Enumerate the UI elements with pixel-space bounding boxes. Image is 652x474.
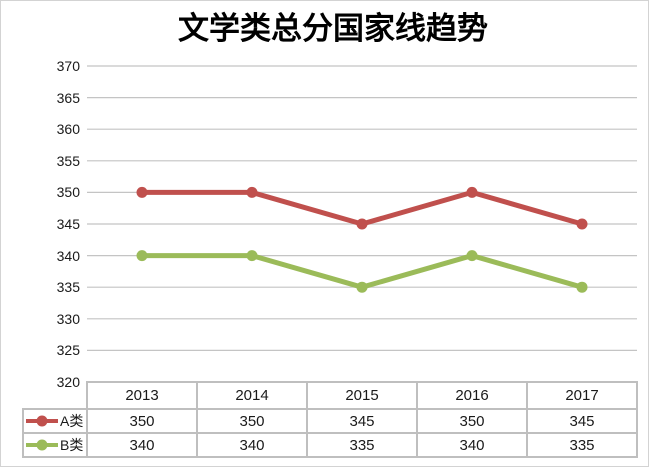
y-axis-tick-label: 325 <box>56 342 80 358</box>
data-point-marker <box>576 281 588 293</box>
series-name-label: A类 <box>60 413 84 429</box>
table-corner-cell <box>23 382 87 409</box>
series-name-label: B类 <box>60 437 84 453</box>
legend-cell: B类 <box>22 432 88 458</box>
data-point-marker <box>136 250 148 262</box>
data-point-marker <box>576 218 588 230</box>
value-cell: 350 <box>86 408 198 434</box>
data-point-marker <box>136 186 148 198</box>
y-axis-tick-label: 355 <box>56 153 80 169</box>
y-axis-tick-label: 360 <box>56 121 80 137</box>
data-point-marker <box>466 186 478 198</box>
data-point-marker <box>246 250 258 262</box>
data-point-marker <box>356 218 368 230</box>
value-cell: 345 <box>306 408 418 434</box>
table-row: A类 350 350 345 350 345 <box>22 408 638 434</box>
y-axis-tick-label: 345 <box>56 216 80 232</box>
year-header-cell: 2014 <box>196 381 308 410</box>
value-cell: 345 <box>526 408 638 434</box>
year-header-cell: 2013 <box>86 381 198 410</box>
value-cell: 340 <box>416 432 528 458</box>
y-axis-tick-label: 340 <box>56 248 80 264</box>
y-axis-tick-label: 350 <box>56 184 80 200</box>
value-cell: 335 <box>526 432 638 458</box>
y-axis-tick-label: 320 <box>56 374 80 390</box>
data-point-marker <box>246 186 258 198</box>
value-cell: 340 <box>86 432 198 458</box>
data-point-marker <box>356 281 368 293</box>
table-header-row: 2013 2014 2015 2016 2017 <box>23 381 638 410</box>
data-table: 2013 2014 2015 2016 2017 A类 350 350 345 350 345 B类 3… <box>22 381 638 458</box>
year-header-cell: 2015 <box>306 381 418 410</box>
value-cell: 340 <box>196 432 308 458</box>
y-axis-tick-label: 330 <box>56 311 80 327</box>
value-cell: 350 <box>416 408 528 434</box>
year-header-cell: 2017 <box>526 381 638 410</box>
value-cell: 335 <box>306 432 418 458</box>
legend-key-icon <box>26 439 58 451</box>
y-axis-tick-label: 365 <box>56 90 80 106</box>
value-cell: 350 <box>196 408 308 434</box>
y-axis-tick-label: 335 <box>56 279 80 295</box>
table-row: B类 340 340 335 340 335 <box>22 432 638 458</box>
data-point-marker <box>466 250 478 262</box>
legend-cell: A类 <box>22 408 88 434</box>
y-axis-tick-label: 370 <box>56 58 80 74</box>
chart-title: 文学类总分国家线趋势 <box>178 11 488 46</box>
legend-key-icon <box>26 415 58 427</box>
year-header-cell: 2016 <box>416 381 528 410</box>
